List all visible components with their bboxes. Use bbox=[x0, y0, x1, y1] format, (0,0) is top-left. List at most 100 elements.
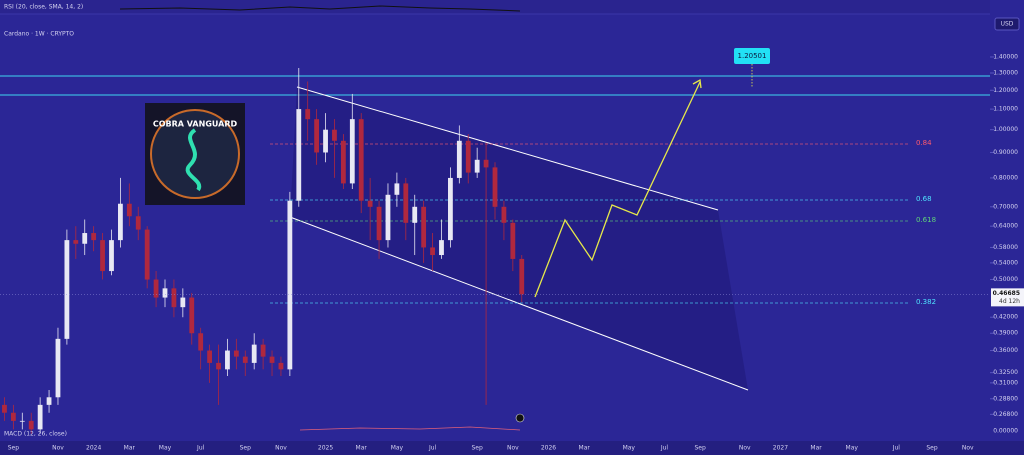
candle-body bbox=[260, 344, 266, 357]
x-tick-label: 2024 bbox=[86, 445, 101, 452]
candle-body bbox=[421, 206, 427, 248]
candle-body bbox=[180, 297, 186, 308]
countdown-label: 4d 12h bbox=[999, 298, 1020, 305]
candle-body bbox=[118, 203, 123, 241]
candle-body bbox=[323, 129, 328, 153]
candle-body bbox=[233, 350, 239, 357]
projection-path bbox=[534, 81, 701, 298]
rsi-label: RSI (20, close, SMA, 14, 2) bbox=[4, 4, 83, 11]
x-tick-label: Mar bbox=[124, 445, 136, 452]
macd-line bbox=[299, 426, 521, 431]
candle-body bbox=[385, 194, 391, 241]
candle-body bbox=[456, 140, 462, 178]
x-tick-label: Sep bbox=[694, 445, 706, 452]
price-tag bbox=[991, 288, 1024, 307]
x-tick-label: Sep bbox=[240, 445, 252, 452]
channel-lower bbox=[289, 216, 749, 391]
candle-body bbox=[510, 222, 516, 259]
candle-body bbox=[314, 119, 320, 153]
macd-label: MACD (12, 26, close) bbox=[4, 431, 67, 438]
x-tick-label: May bbox=[846, 445, 859, 452]
candle-body bbox=[332, 129, 337, 141]
x-tick-label: Mar bbox=[579, 445, 591, 452]
x-tick-label: Sep bbox=[8, 445, 20, 452]
fib-label: 0.382 bbox=[916, 298, 936, 306]
candle-body bbox=[287, 200, 293, 370]
currency-button[interactable] bbox=[994, 17, 1020, 31]
candle-body bbox=[492, 167, 498, 207]
candle-body bbox=[135, 216, 141, 230]
y-tick-label: 0.54000 bbox=[993, 259, 1018, 266]
fib-label: 0.618 bbox=[916, 216, 936, 224]
candles bbox=[2, 68, 525, 434]
x-tick-label: Sep bbox=[926, 445, 938, 452]
x-tick-label: Jul bbox=[892, 445, 901, 452]
y-tick-label: 0.80000 bbox=[993, 174, 1018, 181]
candle-body bbox=[225, 350, 230, 370]
y-tick-label: 1.20000 bbox=[993, 87, 1018, 94]
fib-label: 0.84 bbox=[916, 139, 932, 147]
candle-body bbox=[2, 404, 7, 413]
candle-body bbox=[46, 397, 52, 405]
candle-body bbox=[19, 420, 25, 422]
y-tick-label: 0.32500 bbox=[993, 369, 1018, 376]
event-marker[interactable] bbox=[515, 413, 525, 423]
candle-body bbox=[91, 233, 97, 241]
price-tag-label: 0.46685 bbox=[993, 290, 1020, 297]
x-tick-label: 2026 bbox=[541, 445, 556, 452]
y-tick-label: 0.28800 bbox=[993, 395, 1018, 402]
candle-body bbox=[109, 240, 114, 272]
y-tick-label: 0.58000 bbox=[993, 244, 1018, 251]
candle-body bbox=[358, 119, 364, 201]
channel-upper bbox=[296, 86, 719, 211]
candle-body bbox=[144, 229, 150, 280]
candle-body bbox=[465, 140, 471, 173]
candle-body bbox=[242, 356, 248, 363]
candle-body bbox=[376, 206, 382, 241]
candle-body bbox=[501, 206, 507, 223]
y-tick-label: 1.30000 bbox=[993, 69, 1018, 76]
candle-body bbox=[55, 338, 61, 398]
x-tick-label: Mar bbox=[810, 445, 822, 452]
candle-body bbox=[10, 412, 16, 421]
fib-levels: 0.84 0.68 0.618 0.382 bbox=[270, 139, 936, 306]
x-tick-label: Nov bbox=[275, 445, 287, 452]
y-tick-label: 0.36000 bbox=[993, 347, 1018, 354]
y-tick-label: 0.50000 bbox=[993, 276, 1018, 283]
candle-body bbox=[519, 258, 525, 295]
y-tick-label: 0.26800 bbox=[993, 411, 1018, 418]
candle-body bbox=[349, 119, 355, 184]
x-tick-label: Nov bbox=[52, 445, 64, 452]
candle-body bbox=[430, 247, 435, 256]
candle-body bbox=[412, 206, 418, 223]
x-tick-label: Nov bbox=[962, 445, 974, 452]
x-tick-label: Nov bbox=[739, 445, 751, 452]
candle-body bbox=[189, 297, 195, 334]
target-label: 1.20501 bbox=[738, 52, 767, 60]
candle-body bbox=[367, 200, 373, 207]
macd-zero-label: 0.00000 bbox=[993, 428, 1018, 435]
y-tick-label: 1.00000 bbox=[993, 126, 1018, 133]
y-tick-label: 0.31000 bbox=[993, 379, 1018, 386]
x-tick-label: Sep bbox=[472, 445, 484, 452]
y-tick-label: 0.39000 bbox=[993, 330, 1018, 337]
x-tick-label: 2025 bbox=[318, 445, 333, 452]
candle-body bbox=[162, 288, 168, 298]
candle-body bbox=[207, 350, 212, 363]
candle-body bbox=[73, 240, 79, 244]
candle-body bbox=[216, 362, 221, 370]
x-tick-label: Nov bbox=[507, 445, 519, 452]
rsi-pane bbox=[0, 0, 990, 14]
candle-body bbox=[126, 203, 132, 217]
candle-body bbox=[448, 177, 453, 241]
candle-body bbox=[153, 279, 159, 298]
candle-body bbox=[305, 109, 311, 120]
candle-body bbox=[251, 344, 257, 363]
y-tick-label: 1.10000 bbox=[993, 106, 1018, 113]
x-tick-label: Jul bbox=[660, 445, 669, 452]
fib-label: 0.68 bbox=[916, 195, 932, 203]
x-axis bbox=[0, 441, 1024, 455]
candle-body bbox=[403, 183, 409, 223]
